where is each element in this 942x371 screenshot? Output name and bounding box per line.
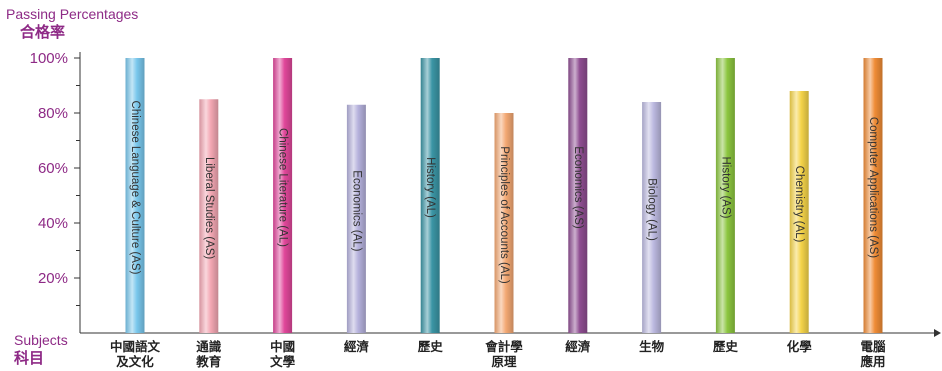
x-tick-label: 生物 [639, 339, 665, 354]
bar-label: Chinese Literature (AL) [277, 128, 289, 247]
x-tick-label: 化學 [787, 339, 813, 354]
bar-label: Chinese Language & Culture (AS) [129, 101, 141, 275]
chart-title-zh: 合格率 [19, 23, 65, 41]
bar-label: Computer Applications (AS) [867, 117, 879, 258]
bar-label: Principles of Accounts (AL) [498, 146, 510, 284]
bar [125, 58, 145, 333]
x-tick-label: 原理 [491, 355, 517, 369]
bar [346, 104, 366, 333]
chart-title-en: Passing Percentages [6, 6, 138, 22]
bar-series: Chinese Language & Culture (AS) Liberal S… [125, 58, 883, 333]
y-tick-label: 100% [30, 50, 68, 67]
x-tick-label: 歷史 [418, 339, 444, 354]
bar [199, 99, 219, 333]
bar [568, 58, 588, 333]
x-axis-arrow [934, 329, 941, 337]
x-tick-label: 經濟 [344, 339, 370, 354]
x-axis-title-zh: 科目 [14, 349, 44, 367]
x-axis-title-en: Subjects [14, 332, 68, 348]
x-tick-label: 中國語文 [110, 339, 161, 354]
x-tick-label: 及文化 [116, 354, 154, 369]
x-tick-label: 會計學 [485, 339, 523, 354]
bar [273, 58, 293, 333]
y-tick-label: 40% [38, 215, 68, 232]
bar-label: Chemistry (AL) [793, 166, 805, 243]
x-tick-label: 通識 [196, 339, 222, 354]
bar-label: Biology (AL) [646, 178, 658, 241]
bar [420, 58, 440, 333]
y-axis-ticks: 20% 40% 60% 80% 100% [30, 50, 80, 306]
x-tick-label: 教育 [195, 354, 222, 369]
y-tick-label: 80% [38, 105, 68, 122]
bar-label: Liberal Studies (AS) [203, 157, 215, 259]
bar [863, 58, 883, 333]
y-tick-label: 60% [38, 160, 68, 177]
x-tick-label: 歷史 [713, 339, 739, 354]
bar [494, 113, 514, 333]
bar [642, 102, 662, 333]
bar [715, 58, 735, 333]
bar-label: History (AS) [719, 157, 731, 219]
bar-label: Economics (AL) [350, 170, 362, 251]
x-tick-label: 電腦 [860, 339, 886, 354]
bar [789, 91, 809, 333]
x-tick-label: 中國 [270, 339, 295, 354]
x-tick-label: 經濟 [565, 339, 591, 354]
x-tick-label: 應用 [860, 354, 885, 369]
x-tick-label: 文學 [270, 354, 296, 369]
bar-label: History (AL) [424, 157, 436, 218]
y-tick-label: 20% [38, 270, 68, 287]
bar-label: Economics (AS) [572, 146, 584, 229]
